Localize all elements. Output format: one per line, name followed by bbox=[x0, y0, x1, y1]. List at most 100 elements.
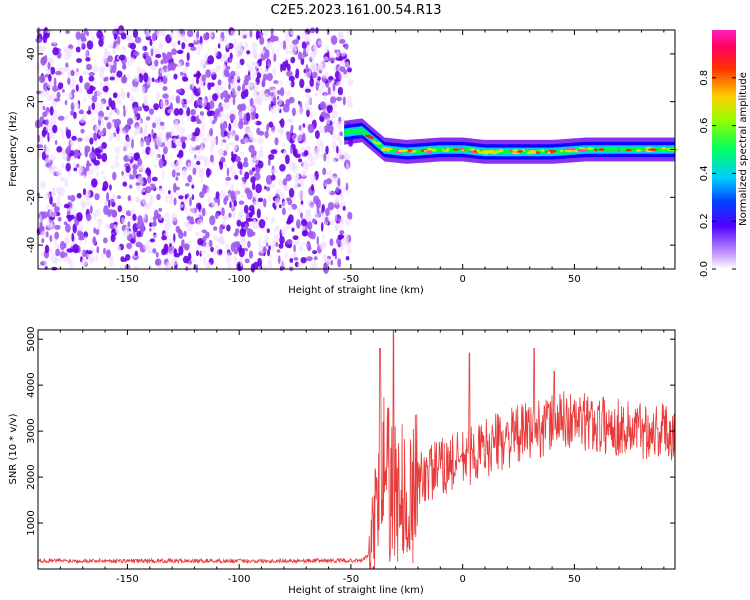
spectrogram-cell bbox=[188, 259, 192, 265]
spectrogram-cell bbox=[114, 146, 121, 155]
spectrogram-cell bbox=[303, 48, 307, 56]
spectrogram-cell bbox=[228, 83, 231, 90]
spectrogram-cell bbox=[226, 254, 232, 264]
spectrogram-cell bbox=[317, 139, 323, 147]
spectrogram-cell bbox=[198, 87, 201, 93]
spectrogram-cell bbox=[79, 231, 84, 239]
spectrogram-cell bbox=[247, 240, 251, 248]
spectrogram-cell bbox=[255, 166, 261, 173]
spectrogram-cell bbox=[281, 128, 285, 134]
spectrogram-cell bbox=[257, 257, 262, 267]
spectrogram-cell bbox=[278, 97, 283, 106]
spectrogram-cell bbox=[120, 87, 124, 96]
spectrogram-cell bbox=[182, 255, 190, 264]
spectrogram-cell bbox=[292, 148, 298, 156]
spectrogram-cell bbox=[258, 219, 266, 229]
spectrogram-cell bbox=[241, 169, 245, 176]
spectrogram-cell bbox=[267, 59, 270, 67]
spectrogram-cell bbox=[196, 31, 199, 39]
spectrogram-cell bbox=[176, 159, 182, 165]
colorbar-gradient bbox=[712, 30, 736, 269]
spectrogram-cell bbox=[84, 82, 91, 91]
spectrogram-cell bbox=[260, 89, 265, 97]
spectrogram-cell bbox=[113, 224, 117, 230]
spectrogram-cell bbox=[265, 215, 268, 221]
spectrogram-cell bbox=[144, 93, 147, 103]
spectrogram-cell bbox=[243, 78, 249, 86]
spectrogram-cell bbox=[123, 141, 129, 152]
spectrogram-cell bbox=[158, 158, 164, 169]
spectrogram-cell bbox=[329, 220, 335, 226]
spectrogram-cell bbox=[230, 190, 236, 200]
spectrogram-cell bbox=[243, 41, 249, 50]
spectrogram-cell bbox=[178, 203, 184, 208]
spectrogram-cell bbox=[272, 96, 277, 105]
spectrogram-cell bbox=[138, 141, 144, 146]
spectrogram-cell bbox=[286, 239, 293, 245]
spectrogram-cell bbox=[285, 251, 288, 259]
spectrogram-cell bbox=[133, 265, 139, 271]
spectrogram-cell bbox=[86, 160, 90, 165]
spectrogram-cell bbox=[191, 194, 194, 201]
spectrogram-cell bbox=[282, 183, 288, 190]
spectrogram-cell bbox=[84, 145, 91, 153]
spectrogram-cell bbox=[279, 164, 286, 172]
spectrogram-cell bbox=[177, 40, 181, 45]
spectrogram-hot-cell bbox=[445, 148, 450, 151]
spectrogram-cell bbox=[300, 212, 303, 219]
spectrogram-cell bbox=[196, 244, 201, 249]
spectrogram-cell bbox=[165, 195, 169, 205]
spectrogram-cell bbox=[152, 248, 157, 254]
spectrogram-cell bbox=[187, 29, 194, 38]
spectrogram-cell bbox=[242, 34, 247, 39]
spectrogram-cell bbox=[347, 246, 352, 256]
spectrogram-hot-cell bbox=[617, 149, 621, 153]
spectrogram-cell bbox=[166, 51, 173, 60]
spectrogram-cell bbox=[116, 109, 121, 117]
spectrogram-cell bbox=[224, 250, 227, 255]
spectrogram-cell bbox=[324, 101, 332, 106]
spectrogram-cell bbox=[175, 176, 179, 181]
spectrogram-cell bbox=[169, 31, 175, 39]
spectrogram-cell bbox=[236, 61, 241, 71]
spectrogram-cell bbox=[111, 164, 115, 170]
spectrogram-cell bbox=[271, 106, 277, 114]
spectrogram-cell bbox=[41, 129, 46, 137]
spectrogram-cell bbox=[223, 120, 228, 129]
spectrogram-cell bbox=[215, 237, 223, 243]
spectrogram-cell bbox=[307, 221, 313, 231]
spectrogram-cell bbox=[203, 32, 209, 41]
spectrogram-cell bbox=[186, 52, 190, 62]
spectrogram-cell bbox=[74, 149, 79, 158]
spectrogram-cell bbox=[316, 236, 319, 246]
spectrogram-cell bbox=[101, 142, 107, 149]
spectrogram-cell bbox=[287, 206, 293, 213]
spectrogram-cell bbox=[90, 166, 94, 175]
spectrogram-cell bbox=[102, 186, 107, 192]
spectrogram-cell bbox=[322, 234, 325, 240]
spectrogram-cell bbox=[83, 231, 88, 239]
spectrogram-cell bbox=[252, 90, 259, 98]
spectrogram-cell bbox=[292, 39, 299, 45]
spectrogram-cell bbox=[288, 50, 292, 54]
spectrogram-cell bbox=[278, 204, 282, 209]
spectrogram-cell bbox=[230, 70, 236, 78]
spectrogram-cell bbox=[290, 146, 293, 155]
spectrogram-cell bbox=[69, 214, 75, 220]
spectrogram-cell bbox=[122, 130, 126, 136]
spectrogram-cell bbox=[57, 115, 65, 121]
spectrogram-cell bbox=[223, 98, 230, 103]
spectrogram-cell bbox=[264, 130, 269, 139]
spectrogram-cell bbox=[258, 96, 263, 104]
spectrogram-cell bbox=[121, 216, 125, 224]
spectrogram-cell bbox=[170, 128, 174, 137]
spectrogram-cell bbox=[342, 233, 349, 244]
spectrogram-cell bbox=[161, 248, 167, 256]
spectrogram-cell bbox=[223, 101, 230, 110]
spectrogram-cell bbox=[61, 162, 65, 169]
spectrogram-cell bbox=[117, 205, 123, 213]
spectrogram-cell bbox=[345, 182, 349, 191]
spectrogram-cell bbox=[179, 88, 182, 93]
spectrogram-cell bbox=[147, 263, 152, 269]
spectrogram-cell bbox=[40, 230, 47, 239]
